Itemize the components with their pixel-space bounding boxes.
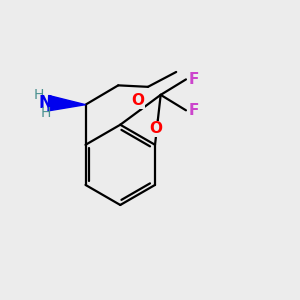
Text: F: F [189,103,199,118]
Polygon shape [48,95,86,111]
Text: N: N [38,94,52,112]
Text: H: H [40,106,51,120]
Text: F: F [189,72,199,87]
Text: O: O [132,93,145,108]
Text: O: O [149,121,162,136]
Text: H: H [34,88,44,102]
